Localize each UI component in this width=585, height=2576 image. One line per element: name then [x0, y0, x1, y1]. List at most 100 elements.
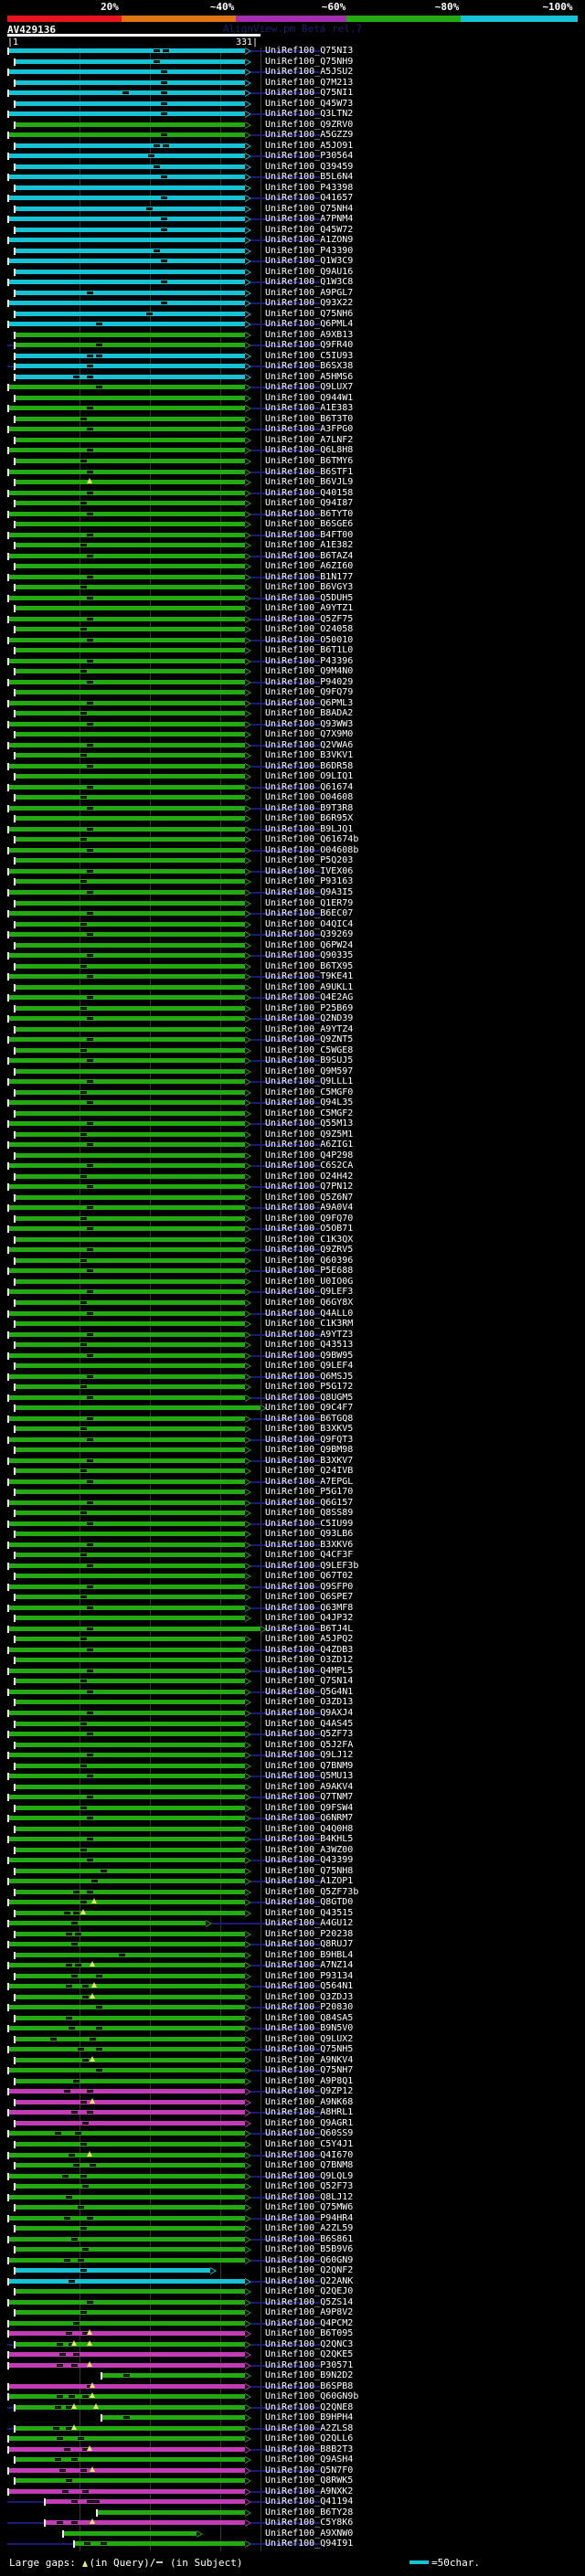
hit-label[interactable]: UniRef100_A5JO91 [265, 140, 354, 151]
alignment-row[interactable]: UniRef100_A3WZ00 [0, 1845, 585, 1855]
hit-label[interactable]: UniRef100_Q75NH6 [265, 308, 354, 319]
alignment-row[interactable]: UniRef100_A6ZIG1 [0, 1140, 585, 1150]
alignment-row[interactable]: UniRef100_Q9FR40 [0, 340, 585, 350]
alignment-row[interactable]: UniRef100_Q75NI3 [0, 46, 585, 56]
alignment-row[interactable]: UniRef100_O04608 [0, 792, 585, 802]
hsp-bar[interactable] [9, 1563, 245, 1568]
hsp-bar[interactable] [9, 1415, 245, 1421]
alignment-row[interactable]: UniRef100_Q944W1 [0, 393, 585, 403]
alignment-row[interactable]: UniRef100_O3ZD12 [0, 1655, 585, 1665]
hit-label[interactable]: UniRef100_P5G170 [265, 1487, 354, 1498]
alignment-row[interactable]: UniRef100_B9N2D2 [0, 2370, 585, 2381]
hit-label[interactable]: UniRef100_C1K3RM [265, 1319, 354, 1330]
hit-label[interactable]: UniRef100_B6SGE6 [265, 519, 354, 530]
hit-label[interactable]: UniRef100_A9YTZ3 [265, 1329, 354, 1340]
alignment-row[interactable]: UniRef100_B6S861 [0, 2234, 585, 2244]
alignment-row[interactable]: UniRef100_Q8LJ12 [0, 2191, 585, 2202]
hit-label[interactable]: UniRef100_P20830 [265, 2002, 354, 2013]
hit-label[interactable]: UniRef100_P30571 [265, 2359, 354, 2370]
hsp-bar[interactable] [16, 1574, 245, 1579]
hsp-bar[interactable] [16, 774, 245, 779]
hit-label[interactable]: UniRef100_B8ADA2 [265, 708, 354, 719]
hit-label[interactable]: UniRef100_Q9ZNT5 [265, 1034, 354, 1045]
alignment-row[interactable]: UniRef100_Q94I87 [0, 498, 585, 508]
alignment-row[interactable]: UniRef100_Q4PCM2 [0, 2318, 585, 2328]
alignment-row[interactable]: UniRef100_C5MGF2 [0, 1108, 585, 1118]
hit-label[interactable]: UniRef100_O50010 [265, 634, 354, 645]
hsp-bar[interactable] [16, 1363, 245, 1369]
hsp-bar[interactable] [16, 2425, 245, 2431]
alignment-row[interactable]: UniRef100_Q39269 [0, 929, 585, 939]
hsp-bar[interactable] [9, 1500, 245, 1505]
hsp-bar[interactable] [75, 2541, 245, 2547]
hit-label[interactable]: UniRef100_P93134 [265, 1970, 354, 1981]
hit-label[interactable]: UniRef100_B9N2D2 [265, 2370, 354, 2381]
hsp-bar[interactable] [64, 2530, 197, 2536]
hsp-bar[interactable] [9, 1816, 245, 1821]
hsp-bar[interactable] [16, 164, 245, 169]
hit-label[interactable]: UniRef100_Q5ZF75 [265, 613, 354, 624]
alignment-row[interactable]: UniRef100_O50010 [0, 634, 585, 645]
hit-label[interactable]: UniRef100_A7LNF2 [265, 434, 354, 445]
hsp-bar[interactable] [9, 2047, 245, 2052]
hsp-bar[interactable] [16, 1973, 245, 1978]
alignment-row[interactable]: UniRef100_B9SUJ5 [0, 1055, 585, 1065]
hit-label[interactable]: UniRef100_Q6PML3 [265, 697, 354, 708]
alignment-row[interactable]: UniRef100_Q9FQT3 [0, 1435, 585, 1445]
alignment-row[interactable]: UniRef100_B5B9V6 [0, 2244, 585, 2254]
hit-label[interactable]: UniRef100_Q5N7F0 [265, 2465, 354, 2475]
hsp-bar[interactable] [16, 921, 245, 927]
hsp-bar[interactable] [16, 669, 245, 674]
alignment-row[interactable]: UniRef100_P5Q203 [0, 855, 585, 865]
alignment-row[interactable]: UniRef100_P43396 [0, 656, 585, 666]
alignment-row[interactable]: UniRef100_A9YTZ4 [0, 1024, 585, 1034]
alignment-row[interactable]: UniRef100_C5Y8K6 [0, 2518, 585, 2528]
alignment-row[interactable]: UniRef100_Q5DUH5 [0, 593, 585, 603]
hit-label[interactable]: UniRef100_Q93X22 [265, 298, 354, 309]
alignment-row[interactable]: UniRef100_Q93X22 [0, 298, 585, 309]
alignment-row[interactable]: UniRef100_B6VGY3 [0, 582, 585, 592]
hsp-bar[interactable] [9, 1058, 245, 1064]
hit-label[interactable]: UniRef100_Q90335 [265, 950, 354, 961]
alignment-row[interactable]: UniRef100_Q9LEF4 [0, 1361, 585, 1371]
hit-label[interactable]: UniRef100_A5HMS6 [265, 371, 354, 382]
hsp-bar[interactable] [16, 1952, 245, 1957]
hit-label[interactable]: UniRef100_A6ZI60 [265, 561, 354, 572]
hsp-bar[interactable] [16, 1321, 245, 1327]
hit-label[interactable]: UniRef100_Q75NH8 [265, 1865, 354, 1876]
alignment-row[interactable]: UniRef100_O3ZD13 [0, 1697, 585, 1707]
hit-label[interactable]: UniRef100_Q7TNM7 [265, 1792, 354, 1803]
hit-label[interactable]: UniRef100_B6TMY6 [265, 455, 354, 466]
hit-label[interactable]: UniRef100_Q9AXJ4 [265, 1707, 354, 1718]
alignment-row[interactable]: UniRef100_Q45W72 [0, 225, 585, 235]
hsp-bar[interactable] [9, 911, 245, 917]
hsp-bar[interactable] [16, 353, 245, 358]
alignment-row[interactable]: UniRef100_Q7PN12 [0, 1182, 585, 1192]
alignment-row[interactable]: UniRef100_A9NXK2 [0, 2486, 585, 2496]
alignment-row[interactable]: UniRef100_Q40158 [0, 488, 585, 498]
hit-label[interactable]: UniRef100_B9T3R8 [265, 802, 354, 813]
hsp-bar[interactable] [9, 406, 245, 411]
hit-label[interactable]: UniRef100_Q1W3C8 [265, 277, 354, 288]
hit-label[interactable]: UniRef100_Q5ZS14 [265, 2296, 354, 2307]
hit-label[interactable]: UniRef100_Q4Q0H8 [265, 1823, 354, 1834]
hit-label[interactable]: UniRef100_Q24IVB [265, 1466, 354, 1477]
hsp-bar[interactable] [16, 858, 245, 864]
alignment-row[interactable]: UniRef100_O04608b [0, 845, 585, 855]
alignment-row[interactable]: UniRef100_B9HBL4 [0, 1950, 585, 1960]
hsp-bar[interactable] [16, 2341, 245, 2347]
alignment-row[interactable]: UniRef100_Q5ZS14 [0, 2296, 585, 2307]
hsp-bar[interactable] [9, 784, 245, 790]
alignment-row[interactable]: UniRef100_A7NZ14 [0, 1960, 585, 1970]
hsp-bar[interactable] [16, 1131, 245, 1137]
hit-label[interactable]: UniRef100_Q5G4N1 [265, 1686, 354, 1697]
hit-label[interactable]: UniRef100_Q8LJ12 [265, 2191, 354, 2202]
hit-label[interactable]: UniRef100_Q4ZDB3 [265, 1644, 354, 1655]
hsp-bar[interactable] [16, 1931, 245, 1936]
hit-label[interactable]: UniRef100_Q4P298 [265, 1150, 354, 1161]
hsp-bar[interactable] [9, 2173, 245, 2178]
hit-label[interactable]: UniRef100_Q5ZF73b [265, 1886, 359, 1897]
alignment-row[interactable]: UniRef100_Q9A3I5 [0, 887, 585, 897]
hsp-bar[interactable] [16, 101, 245, 106]
hit-label[interactable]: UniRef100_P94029 [265, 676, 354, 687]
